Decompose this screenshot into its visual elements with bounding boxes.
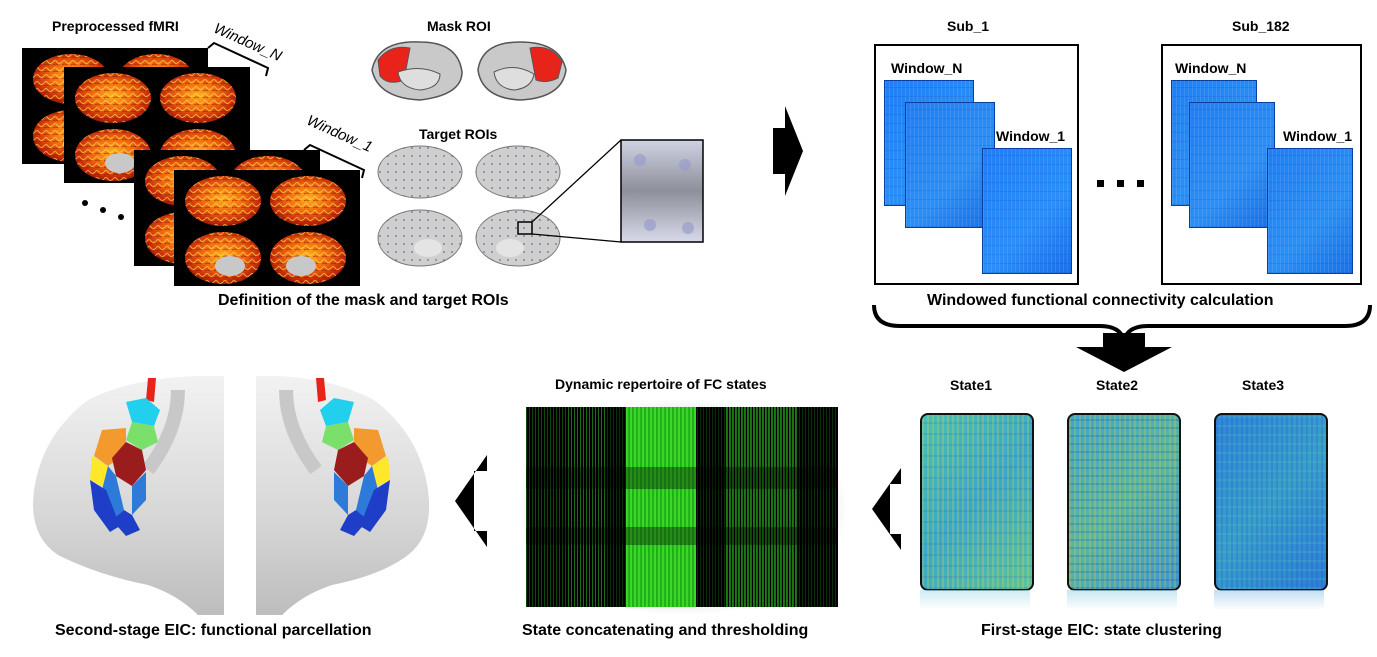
state2-label: State2 [1096, 377, 1139, 393]
sub1-window-1-label: Window_1 [996, 128, 1066, 144]
windowed-fc-caption: Windowed functional connectivity calcula… [927, 292, 1274, 309]
dynamic-repertoire-title: Dynamic repertoire of FC states [555, 376, 767, 392]
sub-1-label: Sub_1 [947, 18, 990, 34]
right-arrow-icon [773, 106, 803, 196]
parcellation-brain-graphic [33, 375, 430, 615]
state2-reflection [1067, 590, 1177, 610]
parcellation-caption: Second-stage EIC: functional parcellatio… [55, 622, 372, 639]
state3-label: State3 [1242, 377, 1285, 393]
definition-caption: Definition of the mask and target ROIs [218, 292, 509, 309]
sub1-window-n-label: Window_N [891, 60, 963, 76]
repertoire-matrix [526, 407, 838, 607]
state3-reflection [1214, 590, 1324, 610]
concatenating-caption: State concatenating and thresholding [522, 622, 809, 639]
fc-matrix-window-mid [1189, 102, 1275, 228]
target-rois-label: Target ROIs [419, 126, 498, 142]
sub182-window-n-label: Window_N [1175, 60, 1247, 76]
state2-matrix [1067, 413, 1181, 591]
fc-matrix-window-1 [1267, 148, 1353, 274]
left-arrow-icon-2 [455, 455, 487, 547]
sub182-window-1-label: Window_1 [1283, 128, 1353, 144]
state1-label: State1 [950, 377, 993, 393]
down-arrow-icon [1076, 333, 1172, 372]
fc-matrix-window-mid [905, 102, 995, 228]
sub-182-label: Sub_182 [1232, 18, 1290, 34]
fc-matrix-window-1 [982, 148, 1072, 274]
subject-1-box: Window_N Window_1 [874, 44, 1079, 285]
state-clustering-caption: First-stage EIC: state clustering [981, 622, 1222, 639]
state1-reflection [920, 590, 1030, 610]
preprocessed-fmri-label: Preprocessed fMRI [52, 18, 179, 34]
left-arrow-icon [872, 468, 901, 550]
state1-matrix [920, 413, 1034, 591]
mask-roi-label: Mask ROI [427, 18, 491, 34]
subject-182-box: Window_N Window_1 [1161, 44, 1362, 285]
state3-matrix [1214, 413, 1328, 591]
